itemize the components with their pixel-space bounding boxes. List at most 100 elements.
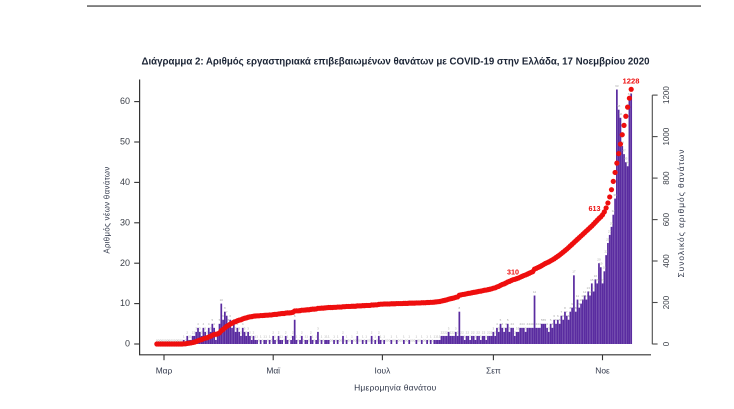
svg-text:40: 40	[120, 177, 130, 187]
svg-text:1: 1	[383, 334, 385, 338]
svg-text:22: 22	[604, 250, 608, 254]
svg-text:1: 1	[337, 334, 339, 338]
svg-text:1: 1	[183, 334, 185, 338]
svg-text:3: 3	[525, 326, 527, 330]
svg-text:15: 15	[590, 278, 594, 282]
svg-text:4: 4	[523, 322, 525, 326]
svg-text:0: 0	[355, 338, 357, 342]
svg-text:0: 0	[161, 338, 163, 342]
svg-text:1228: 1228	[623, 77, 640, 86]
svg-text:2: 2	[453, 330, 455, 334]
svg-text:2: 2	[272, 330, 274, 334]
svg-text:11: 11	[585, 294, 588, 298]
svg-text:32: 32	[612, 209, 616, 213]
svg-text:1: 1	[254, 334, 256, 338]
svg-text:25: 25	[606, 237, 610, 241]
svg-text:2: 2	[292, 330, 294, 334]
svg-text:1: 1	[260, 334, 262, 338]
svg-text:1: 1	[306, 334, 308, 338]
svg-text:0: 0	[358, 338, 360, 342]
svg-text:2: 2	[494, 330, 496, 334]
svg-text:13: 13	[587, 286, 591, 290]
svg-text:20: 20	[597, 258, 601, 262]
svg-text:2: 2	[253, 330, 255, 334]
svg-text:3: 3	[247, 326, 249, 330]
svg-text:1: 1	[421, 334, 423, 338]
svg-text:2: 2	[278, 330, 280, 334]
svg-text:0: 0	[414, 338, 416, 342]
svg-text:2: 2	[192, 330, 194, 334]
svg-text:1: 1	[351, 334, 353, 338]
svg-text:0: 0	[349, 338, 351, 342]
svg-text:1: 1	[269, 334, 271, 338]
svg-text:0: 0	[353, 338, 355, 342]
svg-text:7: 7	[561, 310, 563, 314]
svg-text:Ιουλ: Ιουλ	[375, 366, 392, 376]
svg-text:0: 0	[344, 338, 346, 342]
svg-text:0: 0	[369, 338, 371, 342]
svg-text:1: 1	[299, 334, 301, 338]
svg-text:Μαρ: Μαρ	[156, 366, 173, 376]
svg-text:0: 0	[398, 338, 400, 342]
svg-text:7: 7	[566, 310, 568, 314]
svg-text:3: 3	[455, 326, 457, 330]
svg-text:4: 4	[521, 322, 523, 326]
svg-text:15: 15	[596, 278, 600, 282]
svg-text:12: 12	[588, 290, 592, 294]
svg-text:4: 4	[197, 322, 199, 326]
svg-text:4: 4	[501, 322, 503, 326]
svg-text:3: 3	[199, 326, 201, 330]
svg-text:1: 1	[396, 334, 398, 338]
svg-text:2: 2	[460, 330, 462, 334]
svg-text:4: 4	[535, 322, 537, 326]
svg-text:56: 56	[619, 112, 623, 116]
svg-text:2: 2	[482, 330, 484, 334]
svg-text:0: 0	[258, 338, 260, 342]
svg-text:1: 1	[365, 334, 367, 338]
svg-text:0: 0	[297, 338, 299, 342]
svg-text:2: 2	[194, 330, 196, 334]
svg-text:0: 0	[314, 338, 316, 342]
svg-text:4: 4	[539, 322, 541, 326]
svg-text:0: 0	[399, 338, 401, 342]
svg-text:2: 2	[514, 330, 516, 334]
svg-text:5: 5	[211, 318, 213, 322]
svg-text:0: 0	[271, 338, 273, 342]
svg-text:0: 0	[392, 338, 394, 342]
svg-text:3: 3	[448, 326, 450, 330]
svg-text:1: 1	[408, 334, 410, 338]
svg-text:3: 3	[503, 326, 505, 330]
svg-text:6: 6	[222, 314, 224, 318]
svg-text:Ημερομηνία θανάτου: Ημερομηνία θανάτου	[354, 382, 437, 392]
svg-text:2: 2	[441, 330, 443, 334]
svg-text:2: 2	[371, 330, 373, 334]
svg-text:0: 0	[172, 338, 174, 342]
svg-text:47: 47	[622, 149, 626, 153]
svg-text:1: 1	[439, 334, 441, 338]
svg-text:1: 1	[485, 334, 487, 338]
svg-text:10: 10	[120, 298, 130, 308]
svg-text:0: 0	[156, 338, 158, 342]
svg-text:0: 0	[179, 338, 181, 342]
svg-text:1: 1	[315, 334, 317, 338]
svg-text:20: 20	[120, 258, 130, 268]
svg-text:2: 2	[471, 330, 473, 334]
svg-text:12: 12	[533, 290, 537, 294]
svg-text:1: 1	[312, 334, 314, 338]
svg-text:Συνολικός αριθμός θανάτων: Συνολικός αριθμός θανάτων	[676, 148, 686, 277]
svg-text:1: 1	[280, 334, 282, 338]
svg-text:3: 3	[518, 326, 520, 330]
svg-text:8: 8	[569, 306, 571, 310]
svg-text:2: 2	[476, 330, 478, 334]
svg-text:0: 0	[165, 338, 167, 342]
svg-text:2: 2	[310, 330, 312, 334]
svg-text:0: 0	[262, 338, 264, 342]
svg-text:0: 0	[376, 338, 378, 342]
svg-text:1: 1	[346, 334, 348, 338]
svg-text:0: 0	[417, 338, 419, 342]
svg-text:3: 3	[235, 326, 237, 330]
svg-text:10: 10	[220, 298, 224, 302]
svg-text:0: 0	[303, 338, 305, 342]
svg-text:4: 4	[528, 322, 530, 326]
svg-text:4: 4	[519, 322, 521, 326]
